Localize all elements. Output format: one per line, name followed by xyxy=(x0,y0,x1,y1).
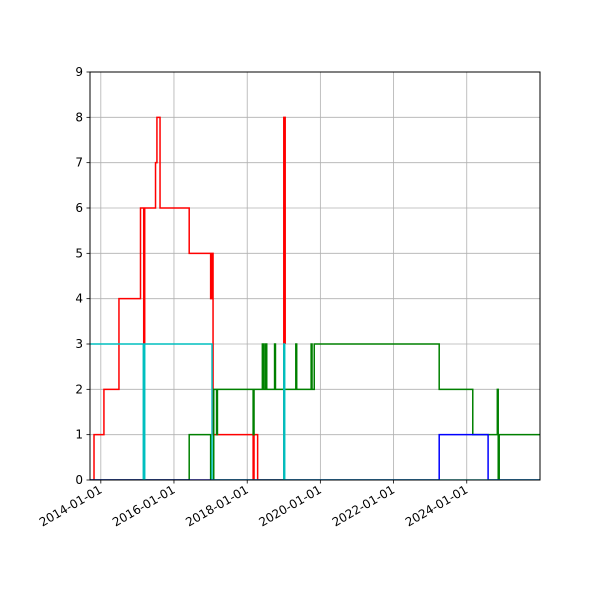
series-group xyxy=(90,116,540,480)
x-tick-label: 2016-01-01 xyxy=(110,482,177,529)
series-line-1 xyxy=(93,116,286,480)
series-line-4 xyxy=(90,343,540,480)
x-tick-label: 2018-01-01 xyxy=(183,482,250,529)
y-tick-label: 0 xyxy=(75,473,83,487)
y-tick-label: 1 xyxy=(75,428,83,442)
x-tick-label: 2024-01-01 xyxy=(403,482,470,529)
series-line-3 xyxy=(90,433,540,480)
y-tick-label: 3 xyxy=(75,337,83,351)
y-tick-label: 4 xyxy=(75,292,83,306)
y-tick-label: 8 xyxy=(75,110,83,124)
y-tick-label: 2 xyxy=(75,382,83,396)
series-line-2 xyxy=(90,343,540,480)
plot-frame xyxy=(89,71,541,481)
x-tick-label: 2020-01-01 xyxy=(256,482,323,529)
x-tick-label: 2014-01-01 xyxy=(37,482,104,529)
y-tick-label: 5 xyxy=(75,246,83,260)
y-tick-label: 6 xyxy=(75,201,83,215)
plot-background xyxy=(90,72,540,480)
y-axis: 0 1 2 3 4 5 6 7 8 9 xyxy=(75,65,90,487)
y-tick-label: 9 xyxy=(75,65,83,79)
x-tick-label: 2022-01-01 xyxy=(330,482,397,529)
y-tick-label: 7 xyxy=(75,156,83,170)
x-axis: 2014-01-01 2016-01-01 2018-01-01 2020-01-01… xyxy=(37,480,470,529)
